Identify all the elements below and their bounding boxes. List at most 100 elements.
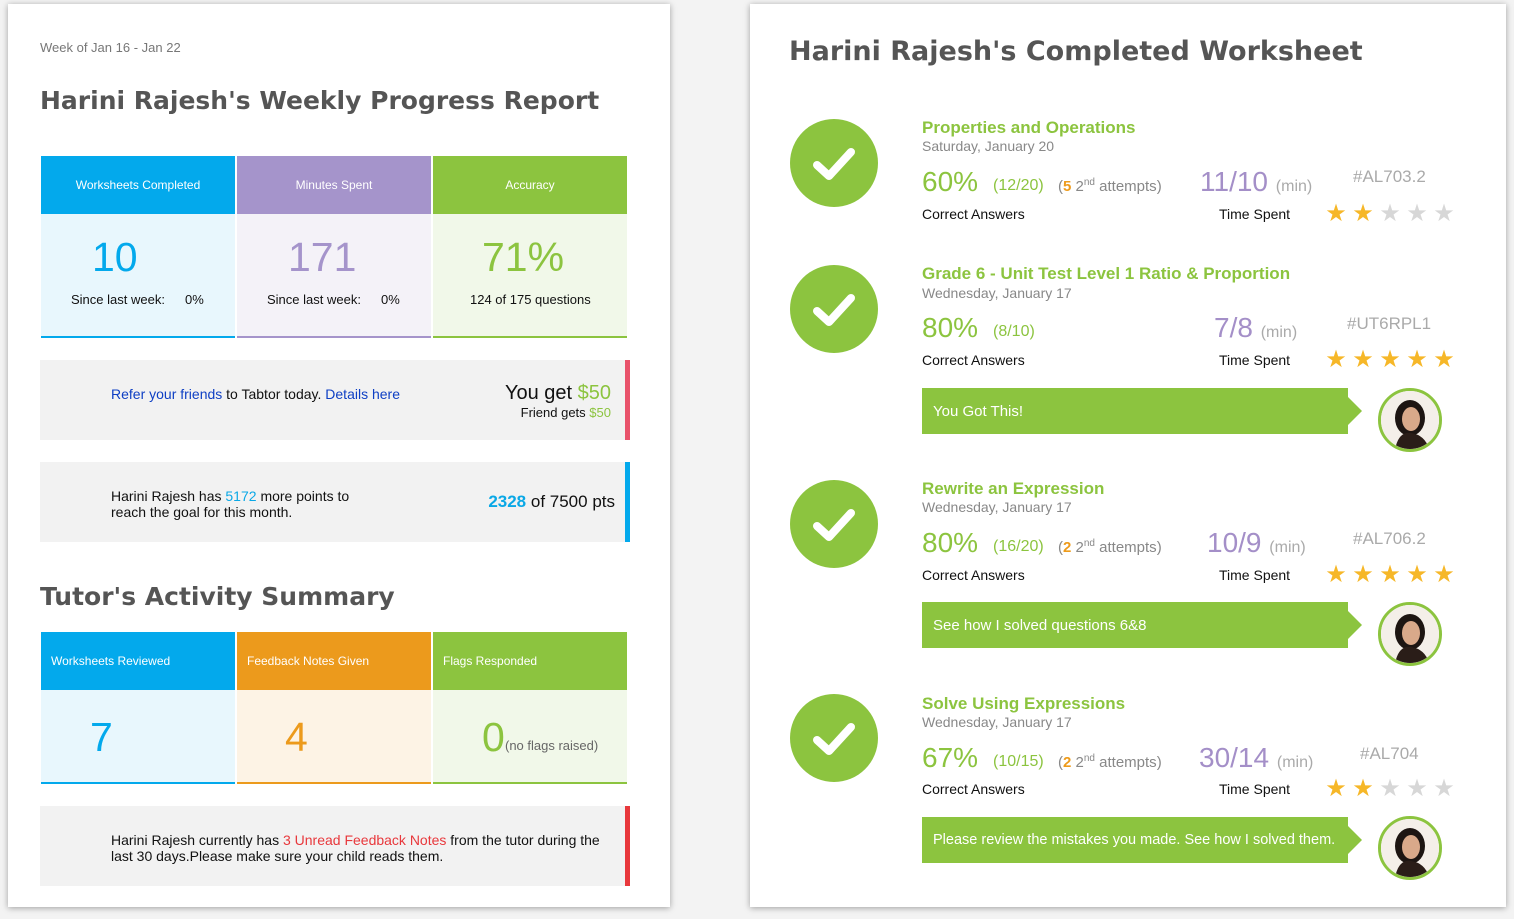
feedback-text: Harini Rajesh currently has 3 Unread Fee… (111, 832, 616, 864)
min-label: (min) (1260, 324, 1298, 341)
stat-sub-value: 0% (185, 292, 204, 307)
attempts-label: attempts (1099, 539, 1157, 556)
worksheet-title: Harini Rajesh's Completed Worksheet (789, 36, 1363, 67)
worksheet-title-link[interactable]: Rewrite an Expression (922, 479, 1105, 498)
worksheet-code: #AL706.2 (1353, 529, 1426, 548)
attempt-ordinal: 2 (1075, 178, 1084, 195)
points-text-start: Harini Rajesh has (111, 488, 222, 504)
check-icon (790, 480, 878, 568)
star-icon: ★ (1406, 346, 1428, 373)
stat-sub-text: 124 of 175 questions (470, 292, 591, 307)
star-icon: ★ (1433, 346, 1455, 373)
completed-worksheet: Harini Rajesh's Completed Worksheet Prop… (750, 4, 1506, 907)
referral-body: to Tabtor today. (226, 386, 322, 402)
stat-sub-value: 0% (381, 292, 400, 307)
tutor-avatar (1378, 602, 1442, 666)
worksheet-date: Wednesday, January 17 (922, 285, 1072, 301)
points-text: Harini Rajesh has 5172 more points to re… (111, 488, 371, 520)
attempts-count: 5 (1063, 178, 1072, 195)
report-title: Harini Rajesh's Weekly Progress Report (40, 86, 600, 115)
stat-value: 7 (90, 714, 113, 760)
worksheet-title-link[interactable]: Properties and Operations (922, 118, 1136, 137)
min-label: (min) (1276, 754, 1314, 771)
correct-answers-label: Correct Answers (922, 781, 1025, 797)
friend-gets-amount: $50 (589, 405, 611, 420)
correct-answers-label: Correct Answers (922, 352, 1025, 368)
stat-flags-responded: Flags Responded 0 (no flags raised) (433, 632, 627, 784)
time-spent: 30/14 (min) (1199, 742, 1313, 774)
correct-fraction: (8/10) (993, 323, 1035, 340)
time-spent: 10/9 (min) (1207, 527, 1306, 559)
unread-feedback-link[interactable]: 3 Unread Feedback Notes (282, 832, 447, 848)
min-label: (min) (1275, 178, 1313, 195)
correct-fraction: (12/20) (993, 177, 1044, 194)
tutor-message-bubble[interactable]: See how I solved questions 6&8 (922, 602, 1362, 648)
star-icon: ★ (1433, 775, 1455, 802)
time-spent-label: Time Spent (1219, 781, 1291, 797)
points-box: Harini Rajesh has 5172 more points to re… (40, 462, 630, 542)
stat-sub-label: Since last week: (267, 292, 361, 307)
stat-value: 4 (285, 714, 308, 760)
correct-fraction: (16/20) (993, 538, 1044, 555)
worksheet-title-link[interactable]: Solve Using Expressions (922, 694, 1126, 713)
stat-label: Worksheets Completed (41, 156, 235, 214)
time-spent-label: Time Spent (1219, 567, 1291, 583)
stat-label: Accuracy (433, 156, 627, 214)
star-icon: ★ (1433, 200, 1455, 227)
stat-value: 171 (288, 234, 357, 280)
points-progress: 2328 of 7500 pts (488, 492, 615, 512)
points-remaining: 5172 (225, 488, 257, 504)
tutor-activity-title: Tutor's Activity Summary (40, 582, 395, 611)
feedback-text-end: from the tutor during the last 30 days.P… (111, 832, 600, 864)
star-icon: ★ (1352, 561, 1374, 588)
stat-value: 71% (482, 234, 565, 280)
attempt-ordinal-suffix: nd (1083, 753, 1095, 764)
stat-value: 10 (92, 234, 138, 280)
star-rating: ★ ★ ★ ★ ★ (1324, 563, 1464, 587)
check-icon (790, 265, 878, 353)
feedback-text-start: Harini Rajesh currently has (111, 832, 280, 848)
time-spent: 11/10 (min) (1200, 166, 1312, 198)
tutor-message-bubble[interactable]: Please review the mistakes you made. See… (922, 817, 1362, 863)
star-icon: ★ (1325, 346, 1347, 373)
star-rating: ★ ★ ★ ★ ★ (1324, 348, 1464, 372)
star-icon: ★ (1352, 775, 1374, 802)
worksheet-code: #AL703.2 (1353, 167, 1426, 186)
star-icon: ★ (1325, 200, 1347, 227)
tutor-avatar (1378, 388, 1442, 452)
referral-box: Refer your friends to Tabtor today. Deta… (40, 360, 630, 440)
attempts-info: (2 2nd attempts) (1058, 753, 1162, 771)
tutor-message-bubble[interactable]: You Got This! (922, 388, 1362, 434)
star-rating: ★ ★ ★ ★ ★ (1324, 777, 1464, 801)
min-label: (min) (1269, 539, 1306, 556)
feedback-box: Harini Rajesh currently has 3 Unread Fee… (40, 806, 630, 886)
worksheet-date: Wednesday, January 17 (922, 499, 1072, 515)
time-spent-label: Time Spent (1219, 206, 1291, 222)
attempts-count: 2 (1063, 539, 1072, 556)
star-icon: ★ (1433, 561, 1455, 588)
star-icon: ★ (1406, 200, 1428, 227)
star-icon: ★ (1379, 561, 1401, 588)
tutor-avatar (1378, 816, 1442, 880)
stat-accuracy: Accuracy 71% 124 of 175 questions (433, 156, 627, 338)
details-link[interactable]: Details here (325, 386, 400, 402)
stat-label: Flags Responded (433, 632, 627, 690)
worksheet-code: #AL704 (1360, 744, 1419, 763)
stat-label: Worksheets Reviewed (41, 632, 235, 690)
refer-friends-link[interactable]: Refer your friends (111, 386, 223, 402)
star-icon: ★ (1406, 561, 1428, 588)
time-value: 10/9 (1207, 527, 1262, 558)
attempts-count: 2 (1063, 754, 1072, 771)
you-get-label: You get (504, 382, 573, 404)
attempts-label: attempts (1099, 754, 1157, 771)
time-spent-label: Time Spent (1219, 352, 1291, 368)
star-icon: ★ (1352, 346, 1374, 373)
star-icon: ★ (1379, 200, 1401, 227)
worksheet-title-link[interactable]: Grade 6 - Unit Test Level 1 Ratio & Prop… (922, 264, 1291, 283)
percent-correct: 80% (922, 312, 979, 343)
week-label: Week of Jan 16 - Jan 22 (40, 40, 181, 55)
attempt-ordinal-suffix: nd (1083, 177, 1095, 188)
points-current: 2328 (488, 492, 527, 511)
attempt-ordinal: 2 (1075, 754, 1084, 771)
attempt-ordinal-suffix: nd (1083, 538, 1095, 549)
